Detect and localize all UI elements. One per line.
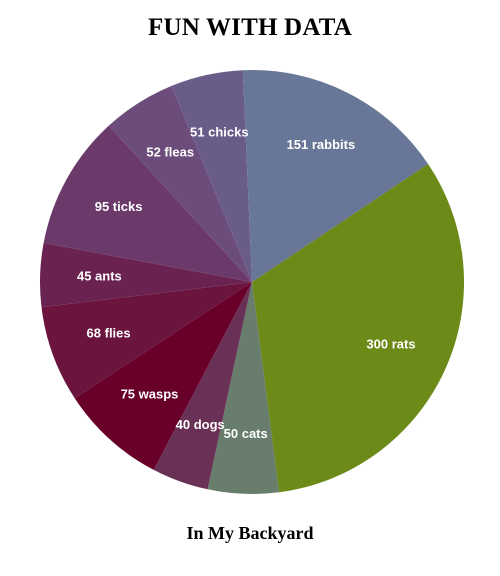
chart-title: FUN WITH DATA [147, 14, 352, 41]
pie-slice-151-rabbits [242, 70, 429, 283]
slice-label-75-wasps: 75 wasps [121, 387, 179, 402]
slice-label-68-flies: 68 flies [87, 326, 131, 341]
chart-subtitle: In My Backyard [186, 523, 314, 543]
slice-label-51-chicks: 51 chicks [190, 124, 249, 139]
pie-slice-40-dogs [153, 282, 252, 490]
pie-slice-68-flies [41, 282, 253, 399]
slice-label-95-ticks: 95 ticks [95, 199, 143, 214]
pie-slice-45-ants [40, 242, 253, 308]
pie-slice-52-fleas [108, 85, 252, 282]
slice-label-300-rats: 300 rats [366, 337, 415, 352]
pie-slice-75-wasps [74, 282, 252, 470]
slice-label-151-rabbits: 151 rabbits [287, 137, 356, 152]
pie-slice-95-ticks [43, 125, 252, 283]
slice-label-52-fleas: 52 fleas [146, 145, 194, 160]
pie-slice-50-cats [207, 282, 280, 495]
pie-slices [40, 70, 465, 495]
slice-label-50-cats: 50 cats [224, 426, 268, 441]
slice-label-45-ants: 45 ants [77, 268, 122, 283]
pie-slice-300-rats [252, 163, 465, 493]
slice-label-40-dogs: 40 dogs [176, 417, 225, 432]
pie-slice-51-chicks [171, 70, 252, 282]
